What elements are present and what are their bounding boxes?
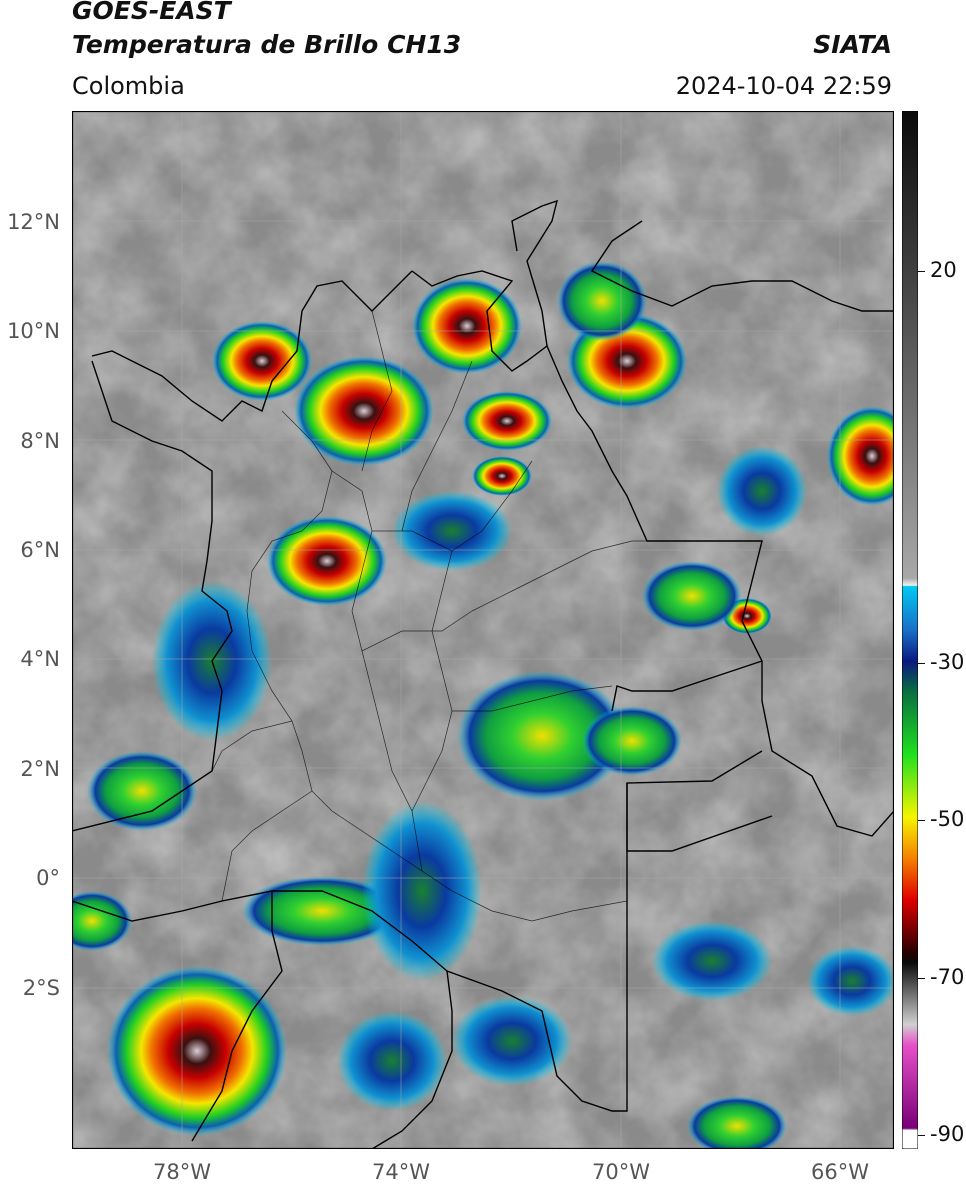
country-borders xyxy=(72,199,894,1149)
colorbar-label-m30: -30 xyxy=(930,650,965,674)
title-line1: GOES-EAST xyxy=(72,0,231,25)
colorbar-tick-m70 xyxy=(918,978,925,979)
lat-label-2n: 2°N xyxy=(20,757,60,781)
lon-label-74w: 74°W xyxy=(372,1160,430,1184)
region-label: Colombia xyxy=(72,72,185,100)
lon-label-70w: 70°W xyxy=(592,1160,650,1184)
lat-label-12n: 12°N xyxy=(7,210,60,234)
colorbar-tick-m90 xyxy=(918,1135,925,1136)
colorbar-tick-m50 xyxy=(918,820,925,821)
lat-label-2s: 2°S xyxy=(22,976,60,1000)
department-borders xyxy=(211,310,647,922)
colorbar-tick-m30 xyxy=(918,663,925,664)
gridlines xyxy=(72,111,894,1149)
lon-label-66w: 66°W xyxy=(811,1160,869,1184)
brand-label: SIATA xyxy=(813,30,892,59)
lat-label-10n: 10°N xyxy=(7,319,60,343)
map-frame xyxy=(72,111,894,1149)
colorbar xyxy=(902,111,918,1149)
colorbar-label-m90: -90 xyxy=(930,1122,965,1146)
lat-label-4n: 4°N xyxy=(20,647,60,671)
colorbar-label-20: 20 xyxy=(930,258,957,282)
lat-label-0: 0° xyxy=(36,866,60,890)
lat-label-8n: 8°N xyxy=(20,429,60,453)
colorbar-label-m70: -70 xyxy=(930,965,965,989)
lon-label-78w: 78°W xyxy=(153,1160,211,1184)
lat-label-6n: 6°N xyxy=(20,538,60,562)
title-line2: Temperatura de Brillo CH13 xyxy=(72,30,462,59)
timestamp: 2024-10-04 22:59 xyxy=(675,72,892,100)
colorbar-label-m50: -50 xyxy=(930,807,965,831)
satellite-map[interactable] xyxy=(72,111,894,1149)
colorbar-tick-20 xyxy=(918,271,925,272)
storm-cells xyxy=(72,261,894,1149)
